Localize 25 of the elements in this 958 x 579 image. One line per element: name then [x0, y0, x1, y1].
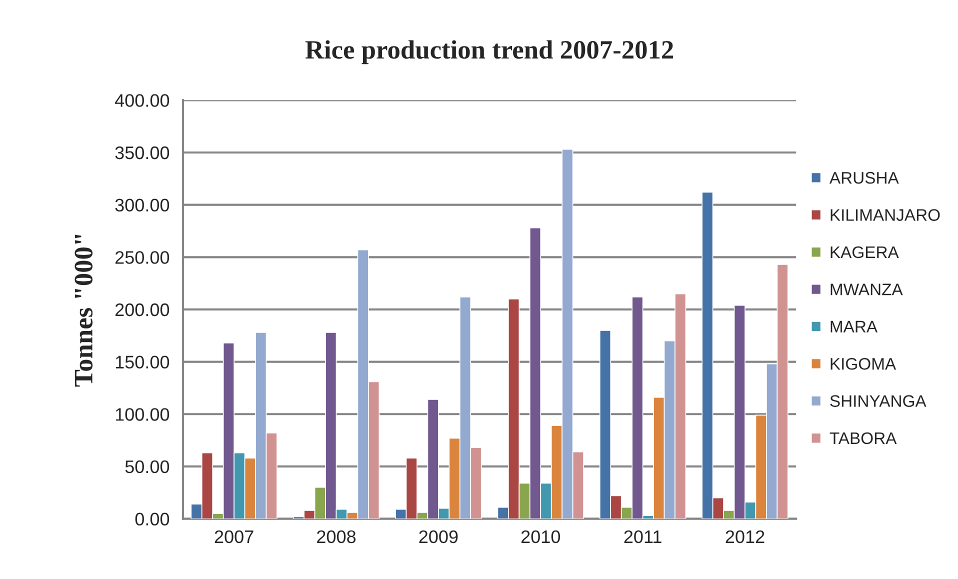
y-tick-label: 0.00: [135, 512, 170, 526]
y-tick-label: 400.00: [114, 94, 170, 107]
legend-label: TABORA: [830, 432, 897, 444]
legend-label: SHINYANGA: [830, 395, 926, 407]
x-tick-label: 2009: [419, 530, 458, 544]
x-tick-label: 2010: [521, 530, 560, 544]
x-tick-label: 2008: [317, 530, 356, 544]
legend-label: ARUSHA: [829, 172, 899, 184]
legend-label: MARA: [830, 320, 878, 332]
y-tick-label: 250.00: [115, 251, 170, 264]
y-tick-label: 100.00: [116, 408, 170, 421]
legend-label: KAGERA: [830, 246, 899, 258]
legend-label: KILIMANJARO: [830, 209, 940, 221]
y-tick-label: 50.00: [125, 460, 170, 474]
x-tick-label: 2011: [624, 530, 662, 544]
x-tick-label: 2012: [726, 530, 764, 544]
x-tick-label: 2007: [214, 530, 254, 544]
legend-label: KIGOMA: [830, 358, 896, 370]
chart-title: Rice production trend 2007-2012: [305, 40, 674, 64]
y-tick-label: 300.00: [115, 198, 170, 212]
y-tick-label: 150.00: [116, 356, 170, 369]
legend-label: MWANZA: [830, 284, 903, 296]
y-tick-label: 350.00: [115, 146, 170, 160]
y-tick-label: 200.00: [115, 303, 170, 316]
y-axis-title: Tonnes "000": [74, 234, 93, 387]
